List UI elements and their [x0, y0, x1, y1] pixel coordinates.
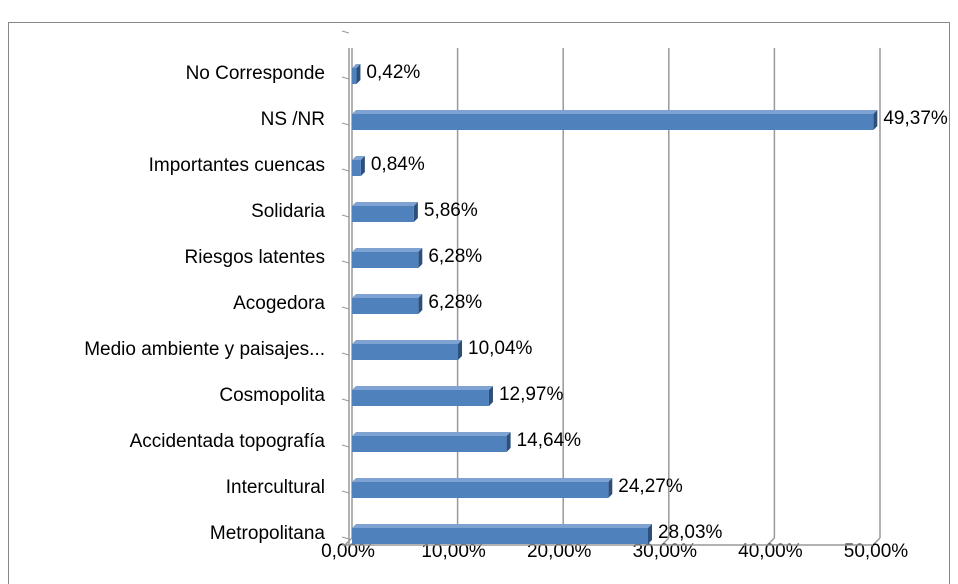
grid-floor	[872, 537, 881, 546]
y-tick	[341, 536, 350, 540]
bar-side	[356, 64, 361, 84]
x-tick-label: 20,00%	[527, 541, 592, 562]
bar-top	[352, 156, 365, 160]
x-tick-label: 0,00%	[321, 541, 375, 562]
bar	[352, 298, 419, 314]
bar	[352, 482, 609, 498]
bar-top	[352, 432, 511, 436]
bar	[352, 68, 357, 84]
bar-top	[352, 294, 423, 298]
y-tick-label: Solidaria	[251, 201, 325, 222]
data-label: 0,42%	[366, 62, 420, 83]
y-tick	[341, 306, 350, 310]
bar-top	[352, 386, 493, 390]
data-label: 14,64%	[517, 430, 582, 451]
bar-top	[352, 340, 463, 344]
bar-top	[352, 248, 423, 252]
y-tick-label: Intercultural	[226, 477, 325, 498]
bar	[352, 344, 459, 360]
y-tick-label: Importantes cuencas	[149, 155, 325, 176]
bar-side	[418, 248, 423, 268]
y-tick-label: Metropolitana	[210, 523, 326, 544]
y-tick	[341, 444, 350, 448]
bar-side	[647, 524, 652, 544]
data-label: 5,86%	[424, 200, 478, 221]
y-tick	[341, 122, 350, 126]
data-label: 12,97%	[499, 384, 564, 405]
bar	[352, 252, 419, 268]
bar	[352, 160, 361, 176]
x-tick-label: 40,00%	[738, 541, 803, 562]
data-label: 0,84%	[371, 154, 425, 175]
bar-side	[608, 478, 613, 498]
bar-top	[352, 524, 652, 528]
data-label: 28,03%	[658, 522, 723, 543]
x-tick-label: 10,00%	[421, 541, 486, 562]
x-tick-label: 30,00%	[633, 541, 698, 562]
y-tick-label: Riesgos latentes	[185, 247, 325, 268]
y-tick-label: NS /NR	[261, 109, 325, 130]
grid-floor	[661, 537, 670, 546]
bar-side	[418, 294, 423, 314]
bar-side	[360, 156, 365, 176]
grid-floor	[766, 537, 775, 546]
y-tick-label: No Corresponde	[186, 63, 325, 84]
bar	[352, 114, 874, 130]
bar	[352, 206, 414, 222]
data-label: 24,27%	[618, 476, 683, 497]
bar-side	[488, 386, 493, 406]
y-tick	[341, 30, 350, 34]
y-tick	[341, 352, 350, 356]
y-tick	[341, 260, 350, 264]
y-tick	[341, 398, 350, 402]
y-tick-label: Acogedora	[233, 293, 325, 314]
bar	[352, 528, 648, 544]
bar-side	[506, 432, 511, 452]
bar-side	[873, 110, 878, 130]
y-tick-label: Cosmopolita	[219, 385, 325, 406]
data-label: 49,37%	[883, 108, 948, 129]
y-tick	[341, 76, 350, 80]
data-label: 6,28%	[428, 292, 482, 313]
x-tick-label: 50,00%	[844, 541, 909, 562]
y-tick	[341, 168, 350, 172]
bar	[352, 436, 507, 452]
data-label: 6,28%	[428, 246, 482, 267]
y-tick	[341, 490, 350, 494]
bar-top	[352, 110, 878, 114]
bar-top	[352, 202, 418, 206]
bar-top	[352, 64, 361, 68]
y-tick-label: Accidentada topografía	[130, 431, 326, 452]
bar-top	[352, 478, 613, 482]
data-label: 10,04%	[468, 338, 533, 359]
bar	[352, 390, 489, 406]
bar-side	[458, 340, 463, 360]
y-tick-label: Medio ambiente y paisajes...	[84, 339, 325, 360]
bar-side	[413, 202, 418, 222]
y-tick	[341, 214, 350, 218]
